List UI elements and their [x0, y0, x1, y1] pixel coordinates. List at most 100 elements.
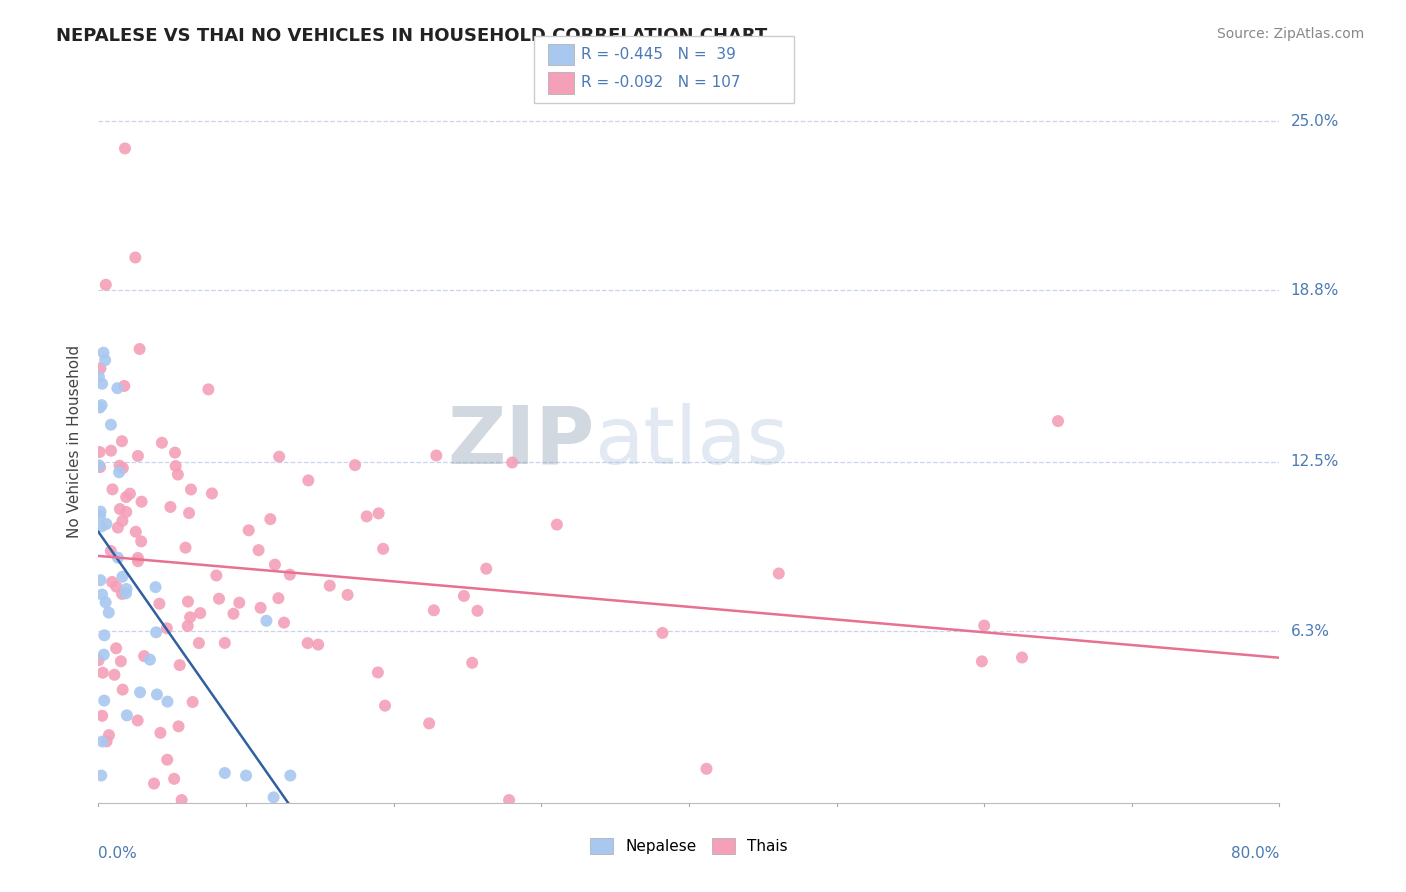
Point	[96, 516, 118, 531]
Point	[105, 381, 128, 395]
Point	[103, 667, 125, 681]
Point	[107, 550, 129, 565]
Point	[90, 768, 112, 782]
Point	[89, 445, 111, 459]
Point	[247, 543, 270, 558]
Point	[269, 450, 291, 464]
Point	[89, 573, 111, 587]
Point	[197, 383, 219, 397]
Point	[93, 648, 115, 662]
Point	[91, 665, 114, 680]
Point	[105, 580, 128, 594]
Point	[307, 638, 329, 652]
Point	[222, 607, 245, 621]
Point	[467, 604, 489, 618]
Point	[163, 772, 186, 786]
Point	[91, 376, 114, 391]
Text: 0.0%: 0.0%	[98, 847, 138, 861]
Point	[111, 434, 134, 449]
Text: 25.0%: 25.0%	[1291, 113, 1339, 128]
Point	[108, 502, 131, 516]
Point	[177, 594, 200, 608]
Point	[87, 458, 110, 473]
Point	[177, 506, 200, 520]
Point	[139, 652, 162, 666]
Text: ZIP: ZIP	[447, 402, 595, 481]
Point	[356, 509, 378, 524]
Point	[149, 726, 172, 740]
Point	[127, 714, 149, 728]
Point	[87, 370, 110, 384]
Point	[278, 567, 301, 582]
Point	[249, 600, 271, 615]
Point	[336, 588, 359, 602]
Point	[651, 626, 673, 640]
Point	[205, 568, 228, 582]
Point	[134, 649, 156, 664]
Point	[107, 520, 129, 534]
Point	[167, 719, 190, 733]
Point	[970, 654, 993, 668]
Point	[174, 541, 197, 555]
Text: 12.5%: 12.5%	[1291, 455, 1339, 469]
Point	[156, 753, 179, 767]
Y-axis label: No Vehicles in Household: No Vehicles in Household	[67, 345, 83, 538]
Point	[111, 587, 134, 601]
Point	[264, 558, 287, 572]
Text: 18.8%: 18.8%	[1291, 283, 1339, 298]
Point	[768, 566, 790, 581]
Point	[105, 641, 128, 656]
Point	[228, 596, 250, 610]
Point	[91, 588, 114, 602]
Point	[97, 606, 120, 620]
Point	[475, 562, 498, 576]
Point	[129, 685, 152, 699]
Point	[238, 524, 260, 538]
Point	[177, 619, 200, 633]
Point	[101, 483, 124, 497]
Point	[159, 500, 181, 514]
Point	[374, 698, 396, 713]
Point	[367, 665, 389, 680]
Point	[973, 618, 995, 632]
Point	[695, 762, 717, 776]
Point	[93, 693, 115, 707]
Point	[145, 625, 167, 640]
Point	[91, 734, 114, 748]
Point	[235, 768, 257, 782]
Point	[115, 505, 138, 519]
Point	[145, 580, 167, 594]
Point	[96, 734, 118, 748]
Text: 80.0%: 80.0%	[1232, 847, 1279, 861]
Text: 6.3%: 6.3%	[1291, 624, 1330, 639]
Point	[110, 654, 132, 668]
Point	[90, 505, 112, 519]
Point	[127, 550, 149, 565]
Point	[181, 695, 204, 709]
Point	[124, 251, 146, 265]
Point	[90, 398, 112, 412]
Point	[150, 435, 173, 450]
Point	[94, 277, 117, 292]
Point	[273, 615, 295, 630]
Point	[214, 766, 236, 780]
Text: atlas: atlas	[595, 402, 789, 481]
Point	[108, 465, 131, 479]
Point	[163, 445, 186, 459]
Point	[188, 606, 211, 620]
Text: R = -0.092   N = 107: R = -0.092 N = 107	[581, 76, 740, 90]
Point	[214, 636, 236, 650]
Point	[259, 512, 281, 526]
Point	[367, 507, 389, 521]
Point	[423, 603, 446, 617]
Point	[91, 708, 114, 723]
Point	[94, 353, 117, 368]
Point	[201, 486, 224, 500]
Point	[89, 508, 111, 523]
Text: R = -0.445   N =  39: R = -0.445 N = 39	[581, 47, 735, 62]
Point	[156, 621, 179, 635]
Point	[208, 591, 231, 606]
Point	[87, 653, 110, 667]
Point	[180, 483, 202, 497]
Point	[127, 554, 149, 568]
